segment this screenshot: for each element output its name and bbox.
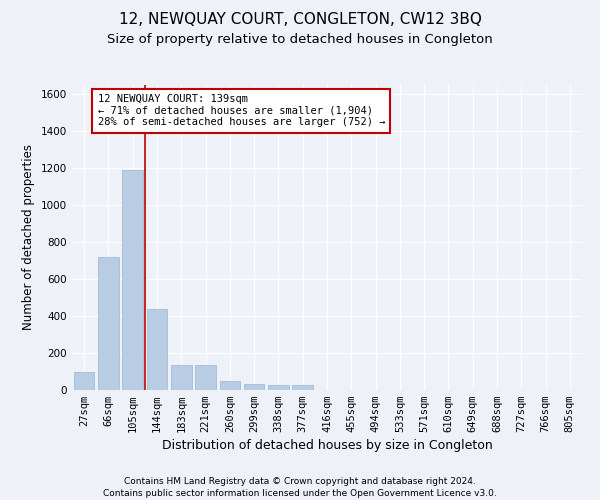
- Bar: [220, 381, 240, 390]
- Text: 12 NEWQUAY COURT: 139sqm
← 71% of detached houses are smaller (1,904)
28% of sem: 12 NEWQUAY COURT: 139sqm ← 71% of detach…: [97, 94, 385, 128]
- Text: Contains HM Land Registry data © Crown copyright and database right 2024.: Contains HM Land Registry data © Crown c…: [124, 478, 476, 486]
- X-axis label: Distribution of detached houses by size in Congleton: Distribution of detached houses by size …: [161, 440, 493, 452]
- Bar: [244, 384, 265, 390]
- Text: Contains public sector information licensed under the Open Government Licence v3: Contains public sector information licen…: [103, 489, 497, 498]
- Text: 12, NEWQUAY COURT, CONGLETON, CW12 3BQ: 12, NEWQUAY COURT, CONGLETON, CW12 3BQ: [119, 12, 481, 28]
- Bar: [122, 170, 143, 390]
- Bar: [98, 257, 119, 390]
- Y-axis label: Number of detached properties: Number of detached properties: [22, 144, 35, 330]
- Bar: [195, 365, 216, 390]
- Bar: [268, 386, 289, 390]
- Bar: [171, 365, 191, 390]
- Text: Size of property relative to detached houses in Congleton: Size of property relative to detached ho…: [107, 32, 493, 46]
- Bar: [146, 308, 167, 390]
- Bar: [74, 372, 94, 390]
- Bar: [292, 386, 313, 390]
